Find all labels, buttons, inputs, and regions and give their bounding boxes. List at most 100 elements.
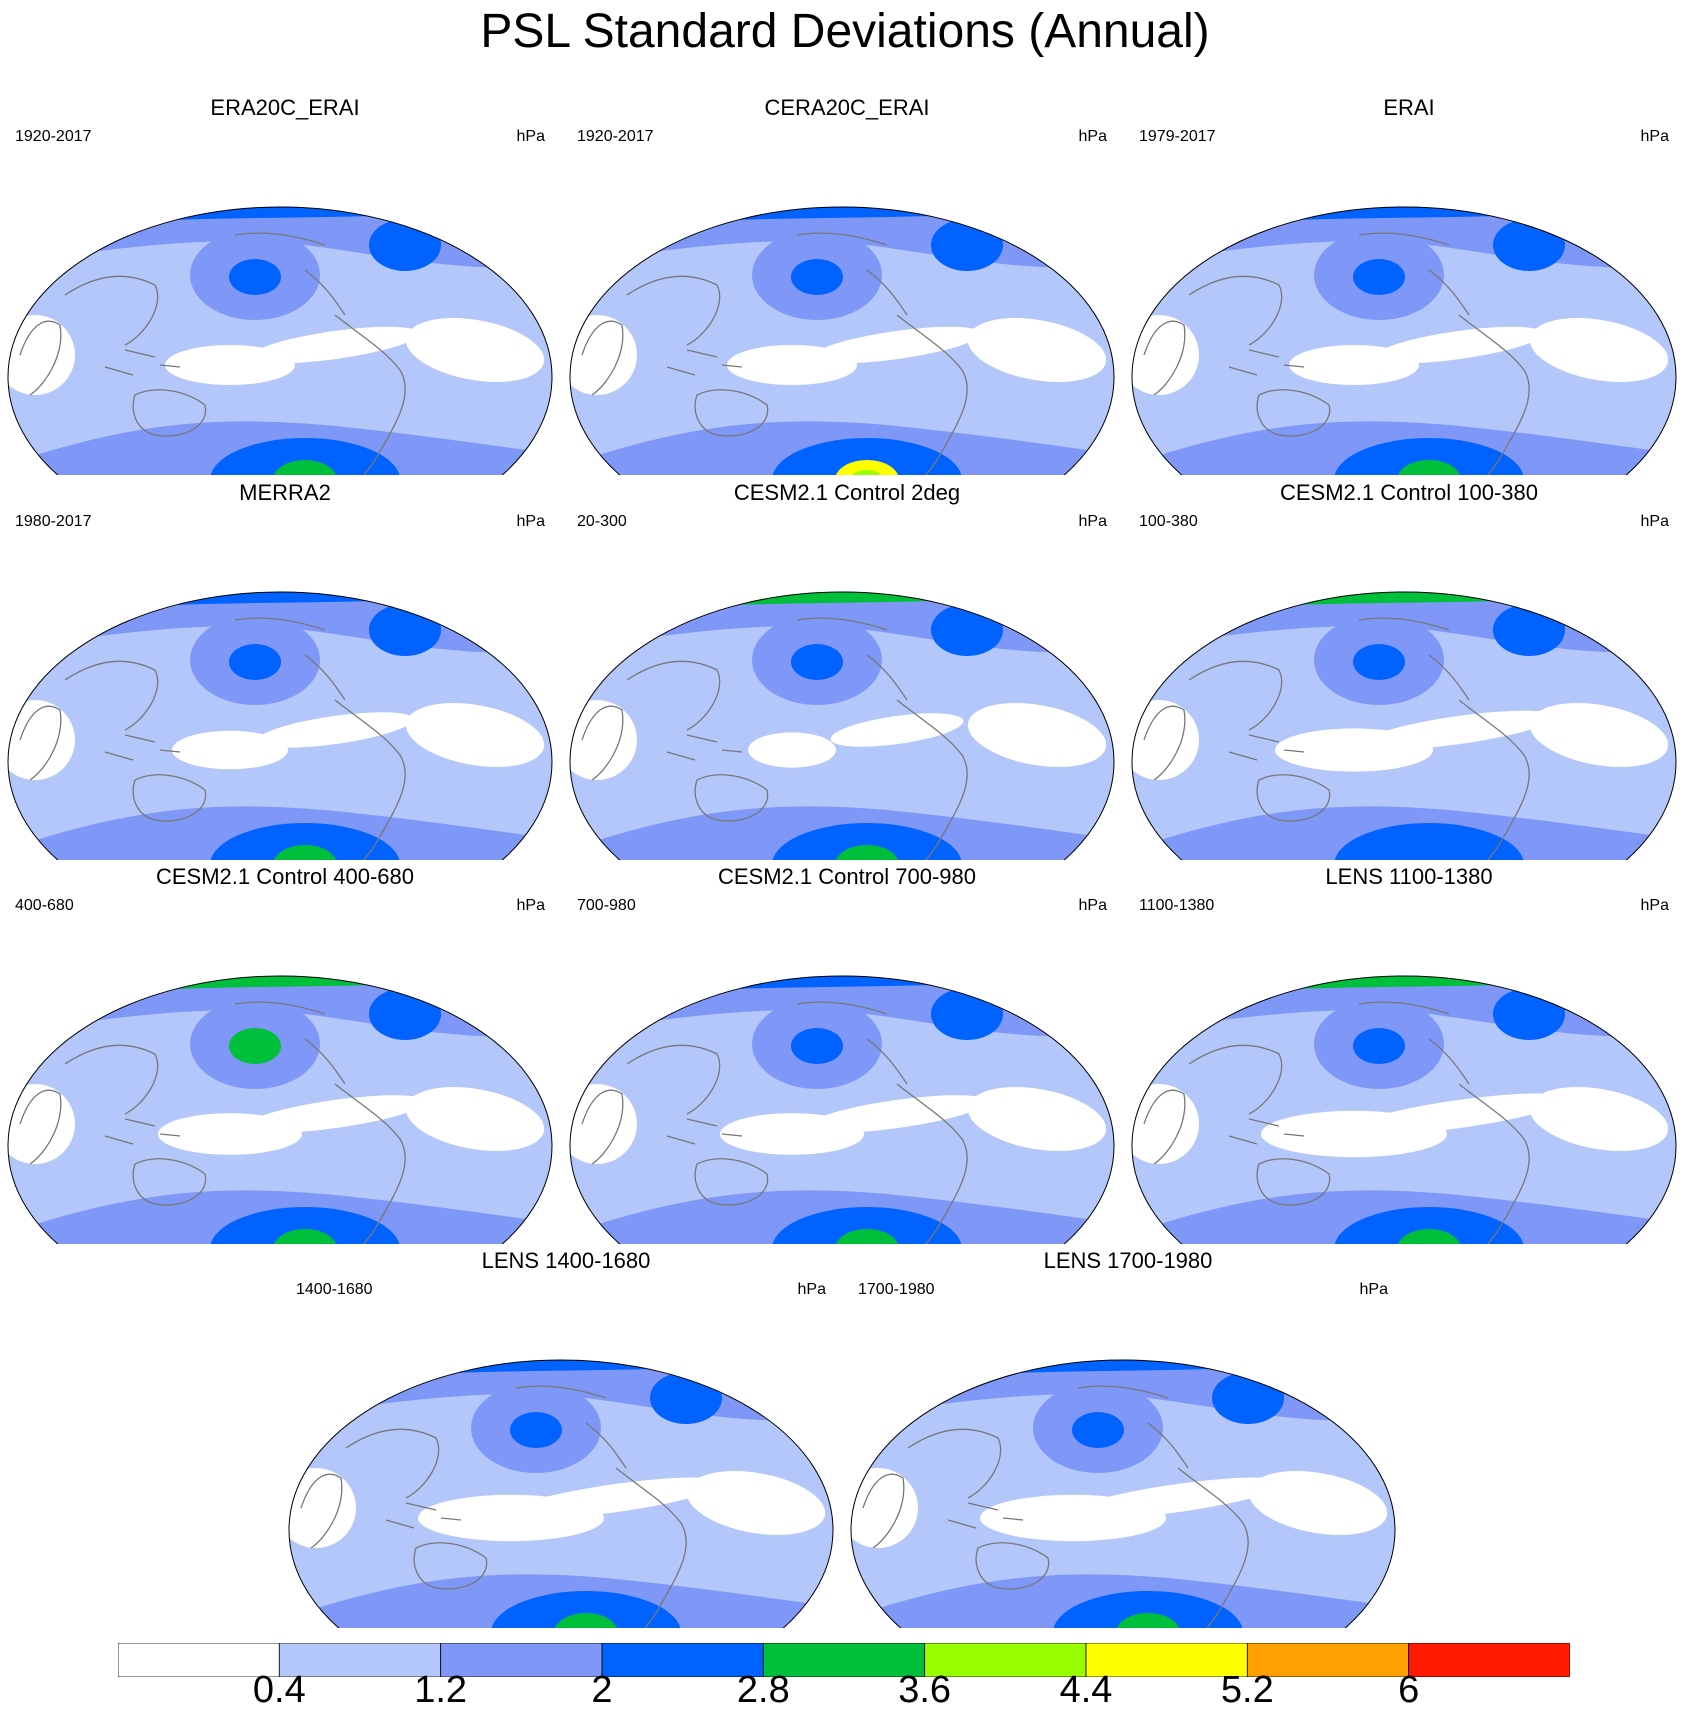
southern-ocean-belt xyxy=(1132,806,1676,860)
north-atlantic-low xyxy=(650,1372,722,1424)
australia-coast xyxy=(1256,389,1331,437)
north-pacific-low xyxy=(510,1412,562,1448)
southern-ocean-belt xyxy=(8,806,552,860)
central-america-coast xyxy=(304,1038,346,1085)
tropical-low-variance xyxy=(748,732,836,768)
map-border xyxy=(1131,591,1677,860)
coastlines xyxy=(19,617,406,860)
coastlines xyxy=(1143,617,1530,860)
map-border xyxy=(7,975,553,1244)
map-panel: ERAI 1979-2017 hPa xyxy=(1129,95,1689,475)
north-pacific-low xyxy=(791,259,843,295)
coastlines xyxy=(581,617,968,860)
indonesia-coast xyxy=(666,734,743,761)
contour-fields xyxy=(570,976,1114,1244)
panel-title: LENS 1100-1380 xyxy=(1325,864,1493,889)
colorbar-box xyxy=(278,1643,442,1677)
south-pacific-ring xyxy=(1334,823,1524,860)
map-svg xyxy=(288,1359,834,1628)
southern-ocean-belt xyxy=(289,1574,833,1628)
south-america-coast xyxy=(896,1083,968,1244)
colorbar-box xyxy=(924,1643,1087,1677)
asia-coast xyxy=(1188,660,1283,731)
south-pacific-core xyxy=(273,845,337,860)
north-pacific-low xyxy=(1353,644,1405,680)
australia-coast xyxy=(975,1542,1050,1590)
indonesia-coast xyxy=(1228,349,1305,376)
southern-ocean-belt xyxy=(1132,421,1676,475)
south-pacific-ring xyxy=(1334,438,1524,475)
australia-coast xyxy=(413,1542,488,1590)
south-america-coast xyxy=(334,1083,406,1244)
coastlines xyxy=(1143,232,1530,475)
central-america-coast xyxy=(866,654,908,701)
south-pacific-core xyxy=(273,1229,337,1244)
indonesia-coast xyxy=(947,1502,1024,1529)
southern-ocean-belt xyxy=(570,806,1114,860)
south-pacific-core xyxy=(835,460,899,475)
south-pacific-core xyxy=(273,460,337,475)
australia-coast xyxy=(694,774,769,822)
asia-coast xyxy=(345,1428,440,1499)
indonesia-coast xyxy=(1228,1118,1305,1145)
colorbar-box xyxy=(1408,1643,1570,1677)
central-america-coast xyxy=(304,269,346,316)
africa-coast xyxy=(1143,320,1186,396)
colorbar-tick-label: 5.2 xyxy=(1220,1669,1274,1711)
asia-coast xyxy=(64,660,159,731)
indonesia-coast xyxy=(104,1118,181,1145)
atlantic-low-variance xyxy=(405,703,545,767)
map-svg xyxy=(7,206,553,475)
africa-coast xyxy=(19,320,62,396)
central-america-coast xyxy=(585,1422,627,1469)
south-america-coast xyxy=(1458,314,1530,475)
equatorial-pacific-band xyxy=(1351,1093,1567,1135)
asia-coast xyxy=(1188,1044,1283,1115)
south-america-coast xyxy=(334,699,406,860)
map-svg xyxy=(1131,206,1677,475)
map-panel: ERA20C_ERAI 1920-2017 hPa xyxy=(5,95,565,475)
north-pacific-low xyxy=(791,1028,843,1064)
map-panel: CESM2.1 Control 2deg 20-300 hPa xyxy=(567,480,1127,860)
north-atlantic-low xyxy=(1212,1372,1284,1424)
alaska-coast xyxy=(515,1385,607,1399)
atlantic-low-variance xyxy=(405,1087,545,1151)
north-pacific-low xyxy=(1353,259,1405,295)
map-border xyxy=(850,1359,1396,1628)
australia-coast xyxy=(694,389,769,437)
panel-period: 1920-2017 xyxy=(15,128,92,145)
africa-coast xyxy=(1143,705,1186,781)
atlantic-low-variance xyxy=(1529,1087,1669,1151)
map-panel: LENS 1400-1680 1400-1680 hPa xyxy=(286,1248,846,1628)
atlantic-low-variance xyxy=(967,318,1107,382)
panel-units: hPa xyxy=(1640,897,1669,914)
coastlines xyxy=(581,1001,968,1244)
equatorial-pacific-band xyxy=(508,1477,724,1519)
panel-period: 1400-1680 xyxy=(296,1281,373,1298)
north-pacific-low xyxy=(229,259,281,295)
south-america-coast xyxy=(1177,1467,1249,1628)
panel-units: hPa xyxy=(1078,513,1107,530)
south-pacific-core xyxy=(1116,1613,1180,1628)
north-atlantic-low xyxy=(369,219,441,271)
north-atlantic-low xyxy=(931,219,1003,271)
north-pacific-low xyxy=(1072,1412,1124,1448)
south-pacific-ring xyxy=(1053,1591,1243,1628)
equatorial-pacific-band xyxy=(256,712,414,748)
africa-coast xyxy=(300,1473,343,1549)
panel-title: CESM2.1 Control 400-680 xyxy=(155,864,415,889)
map-panel: LENS 1700-1980 1700-1980 hPa xyxy=(848,1248,1408,1628)
north-pacific-low xyxy=(791,644,843,680)
map-svg xyxy=(7,975,553,1244)
map-svg xyxy=(569,591,1115,860)
panel-title: ERAI xyxy=(1383,95,1435,120)
contour-fields xyxy=(570,592,1114,860)
alaska-coast xyxy=(796,1001,888,1015)
atlantic-low-variance xyxy=(967,1087,1107,1151)
southern-ocean-belt xyxy=(570,1190,1114,1244)
panel-period: 1700-1980 xyxy=(858,1281,935,1298)
north-atlantic-low xyxy=(931,988,1003,1040)
colorbar-box xyxy=(601,1643,764,1677)
south-pacific-core xyxy=(554,1613,618,1628)
coastlines xyxy=(862,1385,1249,1628)
